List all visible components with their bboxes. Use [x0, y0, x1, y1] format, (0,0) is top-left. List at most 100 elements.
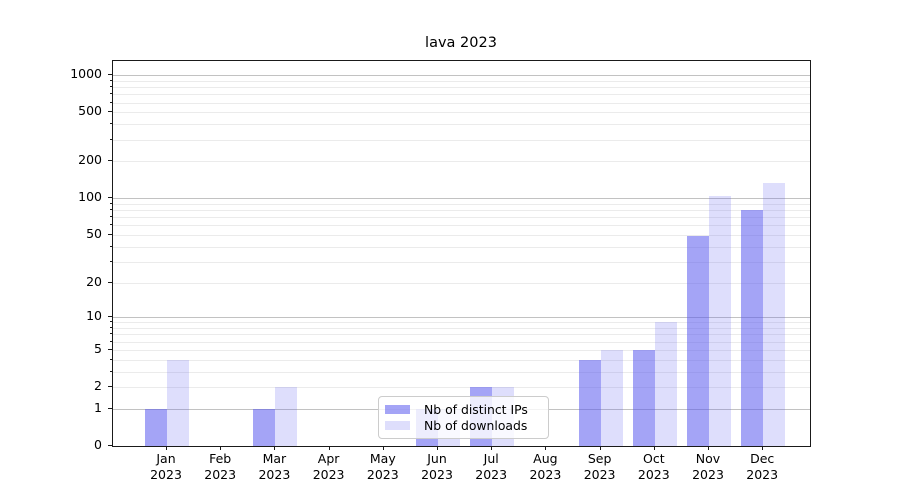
y-minor-gridline [113, 359, 810, 361]
y-minor-tick-mark [110, 202, 112, 204]
y-minor-gridline [113, 80, 810, 82]
x-tick-mark [545, 446, 547, 450]
x-tick-year: 2023 [529, 466, 562, 482]
x-tick-label: Jul 2023 [461, 451, 521, 482]
x-tick-mark [491, 446, 493, 450]
y-minor-gridline [113, 102, 810, 104]
y-minor-tick-mark [110, 138, 112, 140]
x-tick-year: 2023 [637, 466, 670, 482]
y-minor-tick-mark [110, 260, 112, 262]
legend-patch-distinct-ips [385, 404, 410, 414]
y-minor-tick-mark [110, 209, 112, 211]
y-tick-label: 500 [78, 103, 102, 119]
x-tick-month: Sep [587, 451, 612, 466]
y-tick-label: 1 [94, 399, 102, 415]
y-minor-gridline [113, 322, 810, 324]
y-minor-tick-mark [110, 216, 112, 218]
x-tick-mark [762, 446, 764, 450]
plot-area [112, 60, 811, 447]
x-tick-label: Sep 2023 [570, 451, 630, 482]
x-tick-year: 2023 [366, 466, 399, 482]
y-tick-label: 5 [94, 340, 102, 356]
y-minor-gridline [113, 217, 810, 219]
y-tick-label: 50 [86, 225, 102, 241]
y-tick-mark [108, 407, 112, 409]
legend: Nb of distinct IPs Nb of downloads [378, 396, 549, 439]
bar-distinct-ips [578, 359, 601, 446]
x-tick-year: 2023 [312, 466, 345, 482]
x-tick-year: 2023 [475, 466, 508, 482]
x-tick-label: Mar 2023 [244, 451, 304, 482]
bar-distinct-ips [145, 408, 167, 446]
y-minor-tick-mark [110, 358, 112, 360]
bar-downloads [709, 196, 731, 446]
x-tick-mark [599, 446, 601, 450]
y-tick-mark [108, 233, 112, 235]
y-tick-mark [108, 348, 112, 350]
y-minor-tick-mark [110, 79, 112, 81]
bar-downloads [654, 322, 677, 446]
x-tick-mark [166, 446, 167, 450]
x-tick-label: May 2023 [353, 451, 413, 482]
bar-distinct-ips [253, 408, 276, 446]
x-tick-mark [382, 446, 384, 450]
y-minor-tick-mark [110, 123, 112, 125]
bar-distinct-ips [687, 236, 709, 446]
x-tick-label: Jun 2023 [407, 451, 467, 482]
x-tick-month: Feb [209, 451, 232, 466]
y-minor-tick-mark [110, 340, 112, 342]
x-tick-mark [653, 446, 655, 450]
y-minor-tick-mark [110, 101, 112, 103]
x-tick-label: Feb 2023 [190, 451, 250, 482]
x-tick-month: Jun [427, 451, 447, 466]
chart-title: lava 2023 [425, 35, 497, 51]
y-tick-mark [108, 445, 112, 446]
y-minor-gridline [113, 203, 810, 205]
x-tick-label: Oct 2023 [624, 451, 684, 482]
y-minor-tick-mark [110, 86, 112, 87]
x-tick-mark [708, 446, 709, 450]
x-tick-mark [274, 446, 276, 450]
y-tick-label: 0 [94, 437, 102, 452]
x-tick-month: May [369, 451, 396, 466]
y-tick-mark [108, 74, 112, 76]
y-minor-gridline [113, 349, 810, 351]
x-tick-label: Apr 2023 [299, 451, 359, 482]
y-minor-gridline [113, 341, 810, 343]
y-minor-gridline [113, 334, 810, 336]
bar-downloads [763, 183, 786, 446]
y-major-gridline [113, 75, 810, 77]
legend-patch-downloads [385, 421, 410, 431]
y-minor-gridline [113, 161, 810, 163]
y-minor-gridline [113, 112, 810, 114]
y-minor-tick-mark [110, 224, 112, 226]
y-minor-tick-mark [110, 93, 112, 95]
y-minor-tick-mark [110, 327, 112, 328]
y-minor-gridline [113, 87, 810, 88]
x-tick-year: 2023 [150, 466, 182, 482]
x-tick-month: Oct [642, 451, 665, 466]
bar-downloads [600, 349, 623, 446]
y-tick-mark [108, 386, 112, 387]
y-minor-gridline [113, 261, 810, 263]
y-minor-gridline [113, 282, 810, 284]
x-tick-month: Aug [533, 451, 558, 466]
bar-downloads [275, 387, 298, 446]
y-tick-label: 20 [86, 273, 102, 289]
bar-distinct-ips [741, 210, 764, 446]
y-minor-gridline [113, 139, 810, 141]
y-minor-gridline [113, 328, 810, 329]
x-tick-month: Jul [483, 451, 499, 466]
y-tick-label: 2 [94, 378, 102, 393]
y-minor-tick-mark [110, 370, 112, 372]
x-tick-label: Jan 2023 [136, 451, 196, 482]
y-minor-tick-mark [110, 321, 112, 323]
y-tick-mark [108, 197, 112, 199]
legend-item: Nb of downloads [385, 418, 542, 434]
y-minor-gridline [113, 387, 810, 388]
y-tick-label: 10 [86, 308, 102, 324]
x-tick-year: 2023 [204, 466, 237, 482]
y-tick-label: 200 [78, 152, 102, 168]
y-minor-gridline [113, 94, 810, 96]
